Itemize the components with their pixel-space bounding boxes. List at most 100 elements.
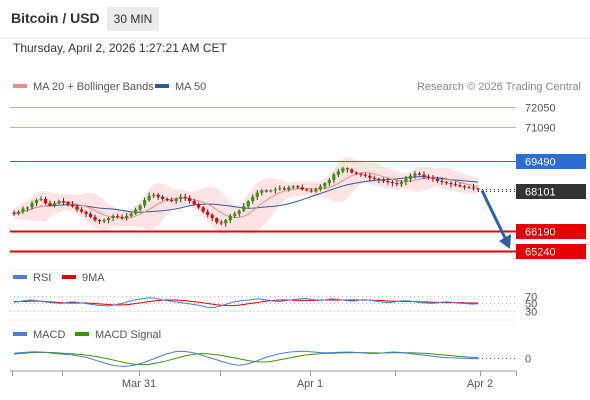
candle [417,171,422,176]
legend-swatch-macd-signal [75,332,89,336]
candle [282,186,286,191]
chart-header: Bitcoin / USD 30 MIN [0,0,590,38]
timeframe-badge[interactable]: 30 MIN [107,7,159,31]
candle [336,168,340,178]
candle [422,171,426,180]
candle [129,212,133,218]
candle [458,182,462,188]
forecast-arrow-shaft [480,189,509,243]
candle [408,173,413,183]
candle [453,181,458,187]
forecast-arrow-head [499,234,511,249]
ma50-line [13,176,479,215]
candle [323,182,327,190]
candle [57,199,61,205]
rsi-tick-30: 30 [525,307,537,319]
candle [372,175,376,181]
candle [52,200,57,208]
candle [206,209,210,218]
candle [152,192,156,198]
candle [273,187,277,194]
candle [48,200,52,207]
ma20-line [13,172,479,219]
level-tag-69490 [516,154,586,169]
level-label-68101: 68101 [525,187,556,199]
candle [215,217,219,225]
macd-pane: 0 [13,350,531,367]
candle [156,192,160,200]
candle [246,200,250,208]
candle [449,181,453,188]
candle [426,174,431,180]
legend-swatch-macd [13,332,27,336]
time-axis: Mar 31 Apr 1 Apr 2 [12,371,517,390]
candle [404,176,408,186]
candle [233,211,237,218]
legend-label-macd: MACD [33,329,65,341]
candle [309,188,313,193]
candle [224,219,228,227]
candle [251,194,255,204]
legend-label-ma20: MA 20 + Bollinger Bands [33,81,154,93]
rsi-tick-50: 50 [525,299,537,311]
time-tick-label: Apr 2 [467,378,493,390]
candle [327,177,331,186]
candle [97,218,102,224]
candle [345,167,349,173]
candle [12,210,16,217]
candle [79,207,84,214]
candle [16,210,21,216]
candle [183,193,187,201]
level-label-72050: 72050 [525,103,556,115]
legend-label-ma50: MA 50 [175,81,206,93]
candle [170,197,174,203]
candle [291,185,295,190]
candle [440,177,444,185]
candle [88,211,93,219]
candle [467,185,471,189]
candle [111,214,115,222]
macd-tick-0: 0 [525,354,531,366]
candle [237,209,241,217]
candle [350,168,354,174]
candle [197,202,201,210]
candle [192,198,196,206]
copyright-label: Research © 2026 Trading Central [417,81,581,93]
candle [287,185,291,192]
candle [296,184,300,189]
level-tag-65240 [516,244,586,259]
candle [264,189,268,193]
candle [161,194,165,201]
candle [390,180,395,187]
candle [34,198,39,207]
macd-line [13,350,479,367]
candle [300,184,304,191]
candle [399,179,404,187]
level-label-66190: 66190 [525,227,556,239]
candle [147,192,151,202]
candle [314,187,318,193]
legend-swatch-ma20 [13,84,27,88]
candle [242,203,246,213]
bollinger-band [14,157,478,235]
legend-swatch-ma50 [155,84,169,88]
candle [188,195,192,204]
candle [30,200,34,210]
candle [341,166,345,174]
candle [179,193,183,203]
legend-swatch-rsi-9ma [62,275,76,279]
candle [165,197,169,202]
candle [201,206,205,214]
candle [431,175,435,182]
candle [386,177,390,185]
candle [75,204,79,212]
candle [134,207,138,215]
candle [359,172,363,178]
rsi-line [13,297,479,309]
time-tick-label: Apr 1 [297,378,323,390]
legend-swatch-rsi [13,275,27,279]
candle [368,173,372,181]
candle [102,218,106,223]
